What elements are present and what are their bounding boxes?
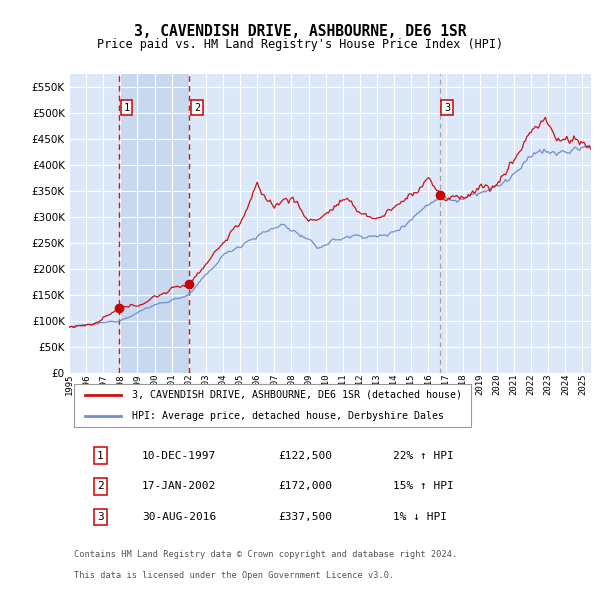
Text: 15% ↑ HPI: 15% ↑ HPI [392, 481, 454, 491]
Text: 22% ↑ HPI: 22% ↑ HPI [392, 451, 454, 461]
Text: 1% ↓ HPI: 1% ↓ HPI [392, 512, 446, 522]
Text: 3: 3 [97, 512, 104, 522]
Text: 10-DEC-1997: 10-DEC-1997 [142, 451, 217, 461]
Text: 1: 1 [97, 451, 104, 461]
Text: 30-AUG-2016: 30-AUG-2016 [142, 512, 217, 522]
Text: 3, CAVENDISH DRIVE, ASHBOURNE, DE6 1SR (detached house): 3, CAVENDISH DRIVE, ASHBOURNE, DE6 1SR (… [131, 389, 461, 399]
Text: 1: 1 [124, 103, 130, 113]
Text: 3: 3 [444, 103, 450, 113]
Text: £337,500: £337,500 [278, 512, 332, 522]
Text: £172,000: £172,000 [278, 481, 332, 491]
Text: 2: 2 [194, 103, 200, 113]
Text: Price paid vs. HM Land Registry's House Price Index (HPI): Price paid vs. HM Land Registry's House … [97, 38, 503, 51]
FancyBboxPatch shape [74, 384, 471, 427]
Text: £122,500: £122,500 [278, 451, 332, 461]
Text: Contains HM Land Registry data © Crown copyright and database right 2024.: Contains HM Land Registry data © Crown c… [74, 550, 457, 559]
Text: HPI: Average price, detached house, Derbyshire Dales: HPI: Average price, detached house, Derb… [131, 411, 443, 421]
Text: 3, CAVENDISH DRIVE, ASHBOURNE, DE6 1SR: 3, CAVENDISH DRIVE, ASHBOURNE, DE6 1SR [134, 24, 466, 38]
Bar [119, 74, 190, 372]
Text: 17-JAN-2002: 17-JAN-2002 [142, 481, 217, 491]
Text: This data is licensed under the Open Government Licence v3.0.: This data is licensed under the Open Gov… [74, 571, 394, 579]
Text: 2: 2 [97, 481, 104, 491]
